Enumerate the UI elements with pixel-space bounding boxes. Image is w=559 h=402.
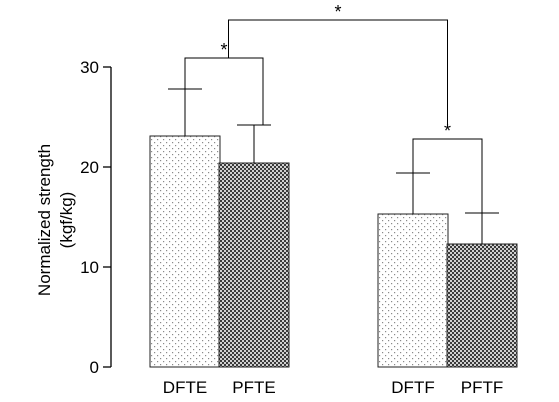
y-axis-ticks: 0 10 20 30 <box>80 58 111 377</box>
x-tick-label: DFTE <box>163 378 207 397</box>
significance-asterisk: * <box>444 121 451 141</box>
significance-asterisk: * <box>334 2 341 22</box>
x-tick-label: PFTF <box>461 378 504 397</box>
y-tick-label: 30 <box>80 58 99 77</box>
significance-asterisk: * <box>220 40 227 60</box>
y-tick-label: 20 <box>80 158 99 177</box>
bar-pfte <box>218 162 290 368</box>
bar-dfte <box>149 135 221 368</box>
significance-bracket <box>412 138 483 213</box>
y-tick-label: 0 <box>90 358 99 377</box>
y-axis-label-line1: Normalized strength <box>35 144 54 296</box>
significance-bracket <box>228 19 448 125</box>
x-tick-label: PFTE <box>232 378 275 397</box>
x-tick-label: DFTF <box>391 378 434 397</box>
significance-annotations: * * * <box>184 2 483 213</box>
y-tick-label: 10 <box>80 258 99 277</box>
bar-pftf <box>446 243 518 368</box>
significance-bracket <box>184 57 264 125</box>
bar-dftf <box>377 213 449 368</box>
y-axis-label-line2: (kgf/kg) <box>57 192 76 249</box>
bars <box>149 135 518 368</box>
x-axis-tick-labels: DFTE PFTE DFTF PFTF <box>163 378 503 397</box>
